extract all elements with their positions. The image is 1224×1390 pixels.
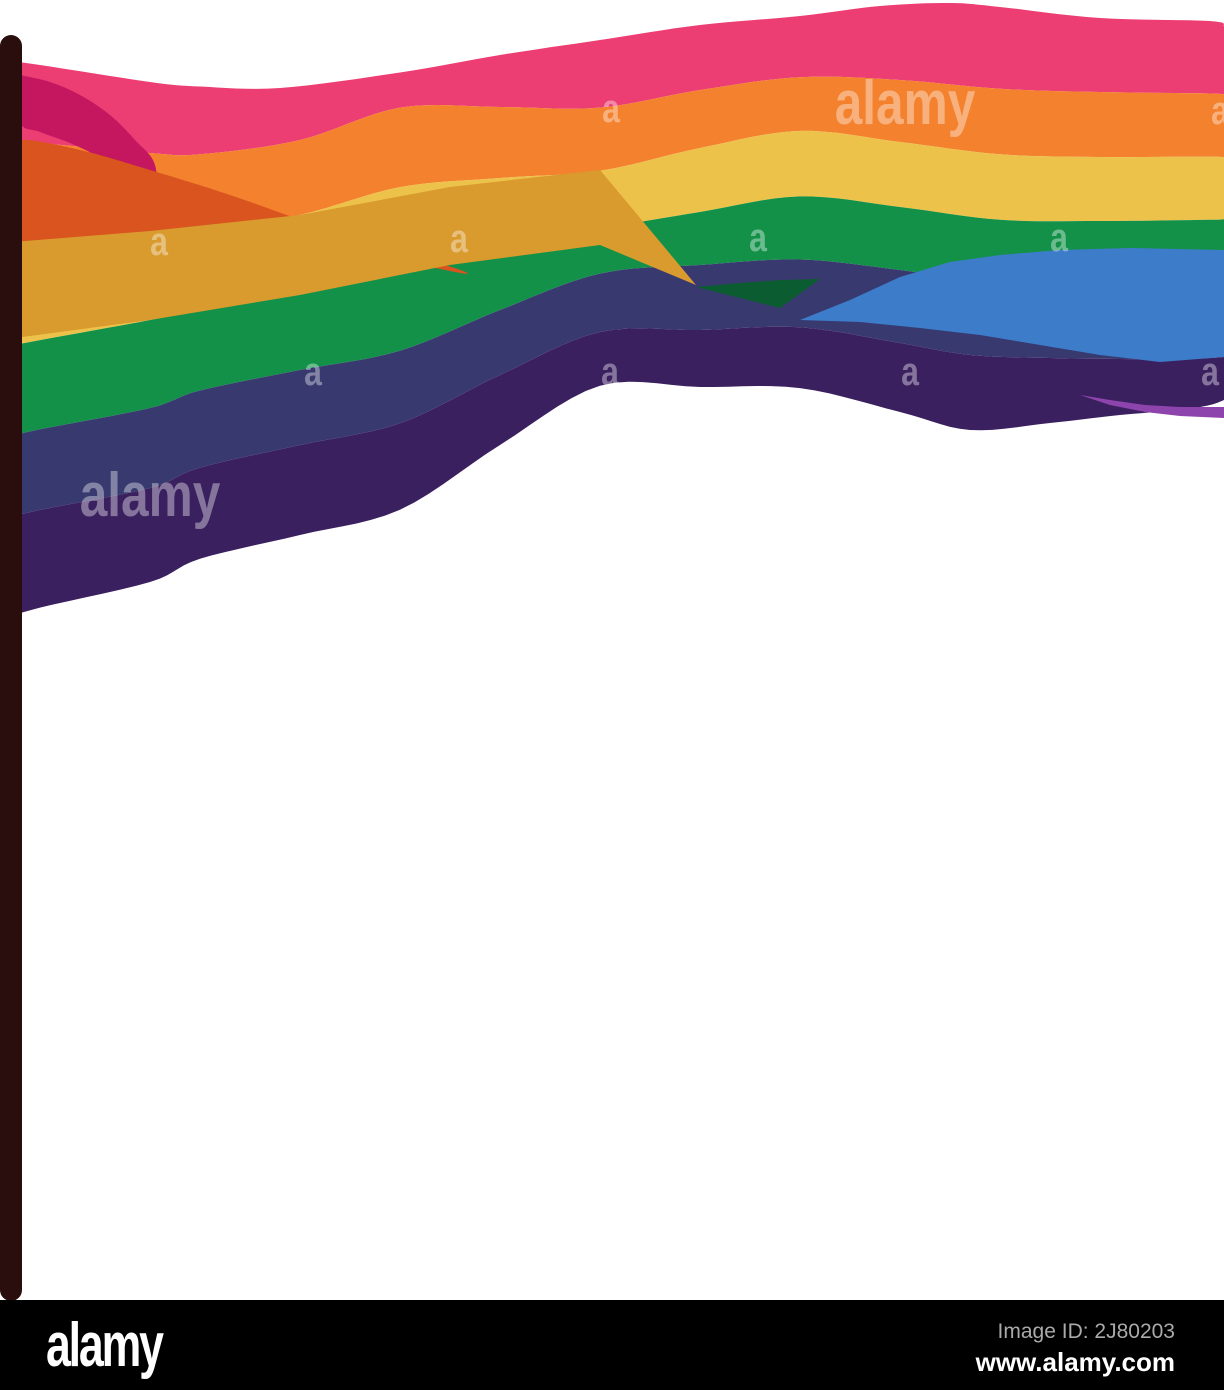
svg-text:a: a bbox=[150, 219, 169, 264]
svg-text:a: a bbox=[1211, 88, 1224, 133]
svg-text:a: a bbox=[749, 215, 768, 260]
svg-text:a: a bbox=[1050, 215, 1069, 260]
svg-text:a: a bbox=[1051, 477, 1070, 522]
svg-text:alamy: alamy bbox=[80, 460, 221, 530]
svg-text:alamy: alamy bbox=[835, 68, 976, 138]
svg-text:a: a bbox=[750, 477, 769, 522]
svg-text:a: a bbox=[601, 349, 620, 394]
svg-text:a: a bbox=[602, 86, 621, 131]
svg-text:a: a bbox=[450, 477, 469, 522]
svg-text:a: a bbox=[1201, 349, 1220, 394]
svg-text:a: a bbox=[450, 216, 469, 261]
svg-text:a: a bbox=[304, 349, 323, 394]
svg-text:a: a bbox=[901, 349, 920, 394]
